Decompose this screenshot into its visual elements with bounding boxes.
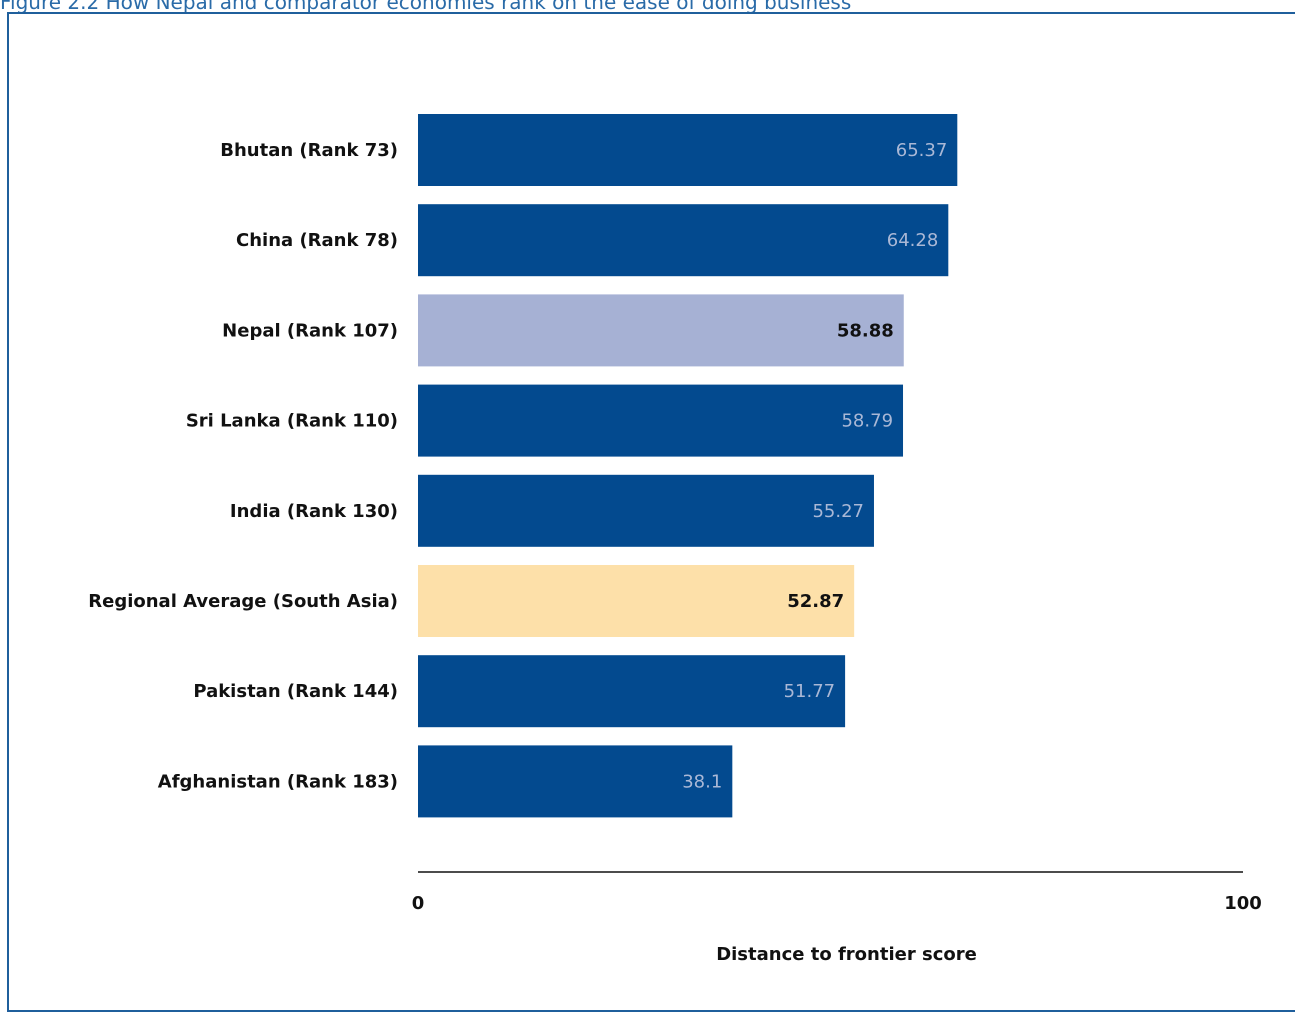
- value-label-1: 64.28: [887, 230, 939, 251]
- category-label-0: Bhutan (Rank 73): [220, 140, 398, 161]
- category-label-7: Afghanistan (Rank 183): [158, 771, 398, 792]
- category-label-6: Pakistan (Rank 144): [193, 681, 398, 702]
- value-label-5: 52.87: [787, 591, 844, 612]
- bar-2: [418, 294, 904, 367]
- bar-0: [418, 114, 958, 186]
- bar-5: [418, 565, 855, 637]
- value-label-2: 58.88: [837, 320, 894, 341]
- category-label-4: India (Rank 130): [230, 501, 398, 522]
- value-label-4: 55.27: [812, 501, 864, 522]
- x-axis-title: Distance to frontier score: [716, 944, 977, 965]
- x-tick-label-0: 0: [412, 893, 425, 914]
- bar-4: [418, 474, 874, 547]
- x-tick-label-100: 100: [1224, 893, 1262, 914]
- category-label-2: Nepal (Rank 107): [222, 320, 398, 341]
- value-label-6: 51.77: [784, 681, 836, 702]
- value-label-3: 58.79: [841, 411, 893, 432]
- category-label-3: Sri Lanka (Rank 110): [186, 411, 398, 432]
- value-label-7: 38.1: [682, 771, 722, 792]
- figure-title: Figure 2.2 How Nepal and comparator econ…: [0, 0, 852, 14]
- bar-6: [418, 655, 846, 728]
- value-label-0: 65.37: [896, 140, 948, 161]
- category-label-5: Regional Average (South Asia): [88, 591, 398, 612]
- bar-7: [418, 745, 733, 818]
- bar-3: [418, 384, 904, 457]
- bars-layer: Bhutan (Rank 73) 65.37 China (Rank 78) 64.2…: [88, 114, 958, 818]
- category-label-1: China (Rank 78): [236, 230, 398, 251]
- bar-1: [418, 204, 949, 277]
